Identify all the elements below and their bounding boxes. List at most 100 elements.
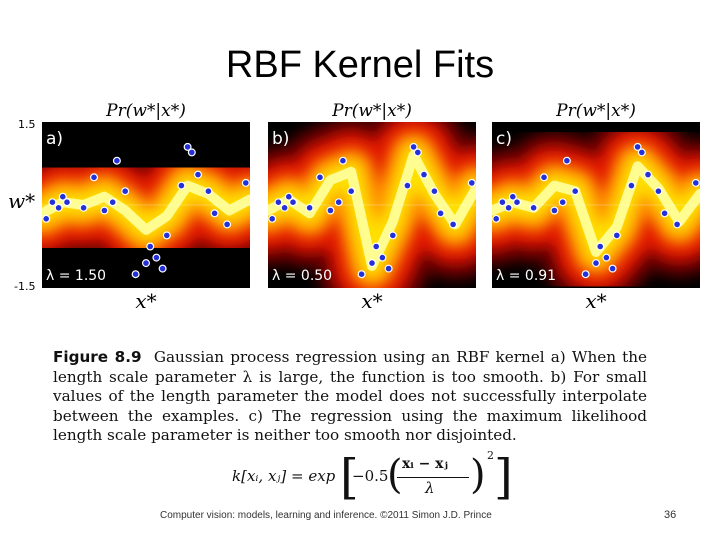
data-point (643, 170, 652, 179)
y-axis-label: w* (8, 189, 35, 213)
posterior-band (268, 122, 476, 288)
data-point (142, 259, 151, 268)
panel-tag: c) (496, 129, 512, 149)
page-number: 36 (664, 509, 677, 521)
data-point (280, 203, 289, 212)
data-point (54, 203, 63, 212)
panel-tag: b) (272, 129, 289, 149)
data-point (100, 206, 109, 215)
panel-title: Pr(w*|x*) (331, 101, 412, 121)
data-point (62, 198, 71, 207)
data-point (187, 148, 196, 157)
formula-bracket-close: ] (494, 449, 513, 505)
data-point (467, 178, 476, 187)
data-point (571, 187, 580, 196)
data-point (403, 181, 412, 190)
data-point (112, 156, 121, 165)
y-axis-top-label: 1.5 (18, 118, 36, 131)
data-point (204, 187, 213, 196)
x-axis-label: x* (585, 289, 606, 313)
data-point (108, 198, 117, 207)
data-point (241, 178, 250, 187)
data-point (449, 220, 458, 229)
lambda-label: λ = 0.91 (496, 268, 556, 284)
data-point (508, 192, 517, 201)
data-point (633, 142, 642, 151)
data-point (627, 181, 636, 190)
data-point (289, 198, 298, 207)
data-point (562, 156, 571, 165)
data-point (194, 170, 203, 179)
data-point (274, 198, 283, 207)
data-point (660, 209, 669, 218)
data-point (326, 206, 335, 215)
data-point (673, 220, 682, 229)
data-point (384, 264, 393, 273)
panel-tag: a) (46, 129, 63, 149)
slide-title: RBF Kernel Fits (225, 44, 495, 86)
data-point (183, 142, 192, 151)
data-point (48, 198, 57, 207)
footer-credit: Computer vision: models, learning and in… (160, 510, 492, 521)
y-axis-bottom-label: -1.5 (14, 280, 35, 293)
formula-fraction-line (397, 477, 469, 478)
data-point (512, 198, 521, 207)
posterior-band (492, 122, 700, 288)
data-point (436, 209, 445, 218)
data-point (305, 203, 314, 212)
data-point (357, 270, 366, 279)
data-point (378, 253, 387, 262)
data-point (152, 253, 161, 262)
data-point (388, 231, 397, 240)
formula-coefficient: −0.5 (352, 467, 389, 485)
data-point (284, 192, 293, 201)
formula-denominator: λ (425, 479, 435, 497)
gp-regression-figure: a) λ = 1.50 Pr(w*|x*) x* b) λ = 0.50 Pr(w*|x*)… (8, 101, 700, 313)
data-point (654, 187, 663, 196)
data-point (210, 209, 219, 218)
data-point (637, 148, 646, 157)
panel-1: a) λ = 1.50 Pr(w*|x*) x* (42, 101, 250, 313)
lambda-label: λ = 0.50 (272, 268, 332, 284)
formula-numerator: xᵢ − xⱼ (402, 456, 448, 472)
data-point (58, 192, 67, 201)
data-point (498, 198, 507, 207)
data-point (131, 270, 140, 279)
data-point (146, 242, 155, 251)
formula-paren-open: ( (387, 452, 403, 498)
data-point (430, 187, 439, 196)
data-point (121, 187, 130, 196)
formula-paren-close: ) (470, 452, 486, 498)
data-point (602, 253, 611, 262)
data-point (372, 242, 381, 251)
panel-3: c) λ = 0.91 Pr(w*|x*) x* (492, 101, 700, 313)
data-point (581, 270, 590, 279)
data-point (492, 214, 501, 223)
lambda-label: λ = 1.50 (46, 268, 106, 284)
data-point (420, 170, 429, 179)
data-point (409, 142, 418, 151)
data-point (596, 242, 605, 251)
data-point (558, 198, 567, 207)
data-point (591, 259, 600, 268)
data-point (223, 220, 232, 229)
figure-caption: Figure 8.9 Gaussian process regression u… (53, 348, 647, 446)
data-point (347, 187, 356, 196)
data-point (539, 173, 548, 182)
data-point (608, 264, 617, 273)
data-point (529, 203, 538, 212)
data-point (612, 231, 621, 240)
data-point (177, 181, 186, 190)
data-point (413, 148, 422, 157)
data-point (368, 259, 377, 268)
data-point (504, 203, 513, 212)
data-point (162, 231, 171, 240)
data-point (268, 214, 277, 223)
formula-bracket-open: [ (340, 449, 359, 505)
formula-lhs: k[xᵢ, xⱼ] = exp (232, 467, 336, 485)
data-point (316, 173, 325, 182)
data-point (550, 206, 559, 215)
data-point (158, 264, 167, 273)
panel-2: b) λ = 0.50 Pr(w*|x*) x* (268, 101, 476, 313)
formula-exponent: 2 (487, 449, 494, 462)
